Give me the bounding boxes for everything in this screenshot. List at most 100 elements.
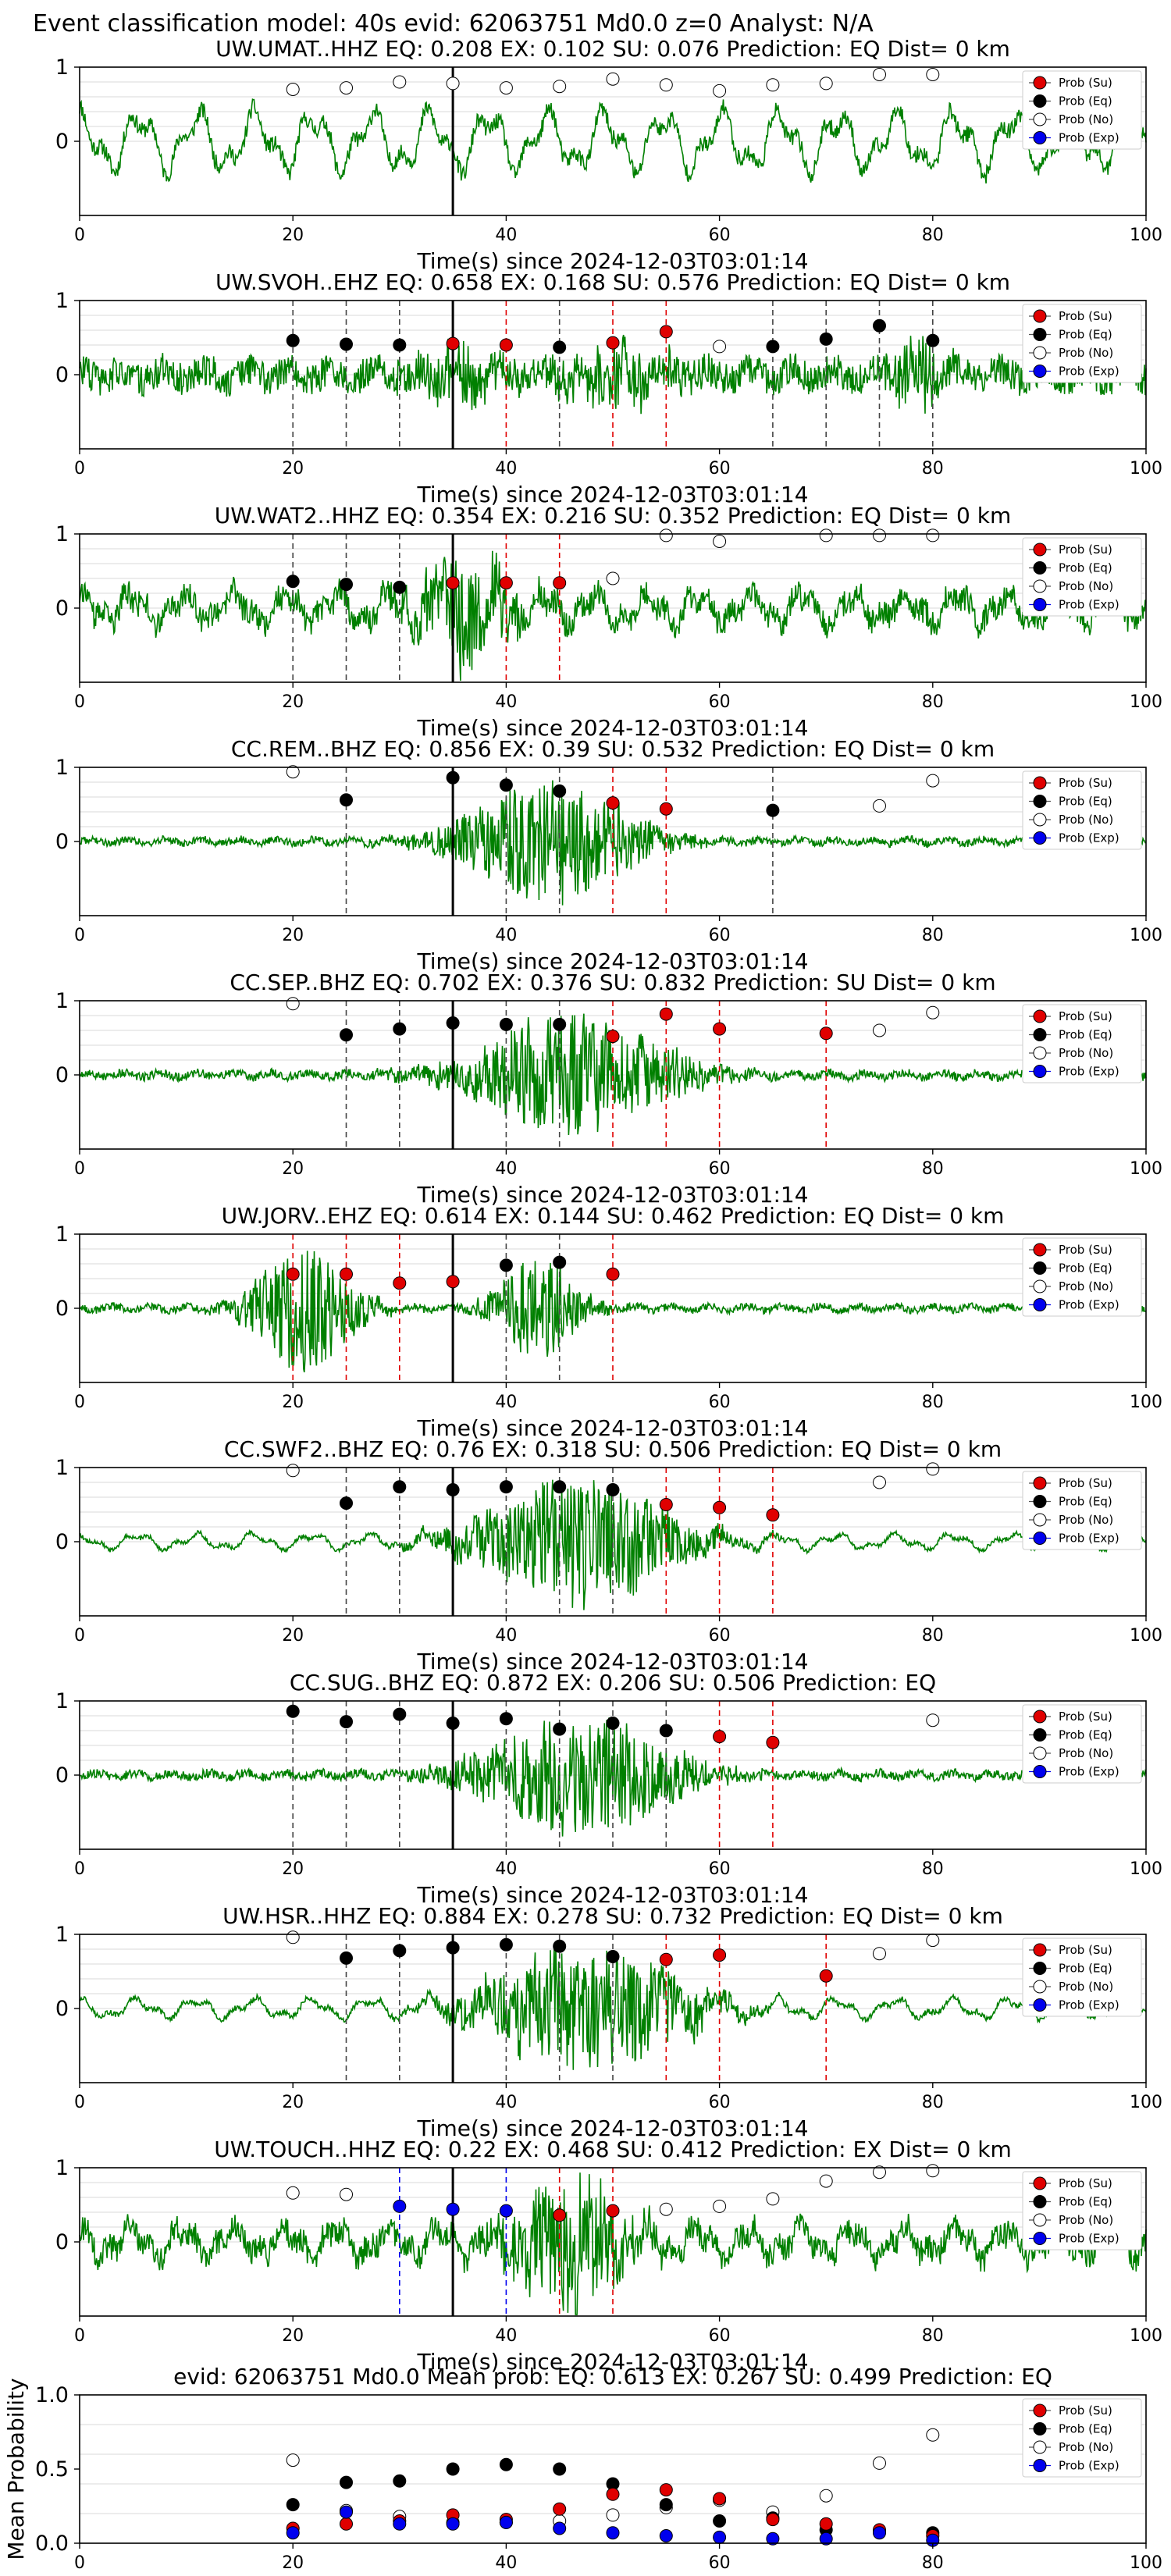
prob-point-eq (819, 332, 833, 346)
prob-point-eq (393, 1480, 407, 1494)
y-tick-label: 1 (55, 1923, 69, 1947)
x-tick-label: 40 (495, 926, 517, 945)
prob-point-no (659, 528, 673, 543)
legend-label-eq: Prob (Eq) (1059, 1495, 1112, 1509)
x-tick-label: 100 (1130, 1393, 1162, 1412)
legend-box (1022, 1704, 1142, 1784)
prob-point-su (286, 1267, 300, 1281)
legend-label-exp: Prob (Exp) (1059, 2459, 1119, 2473)
y-tick-label: 0 (55, 1763, 69, 1788)
x-tick-label: 80 (922, 2553, 944, 2573)
legend-box (1022, 1004, 1142, 1083)
legend-label-no: Prob (No) (1059, 2213, 1113, 2227)
legend-marker-exp (1033, 598, 1047, 611)
prob-point-exp (499, 2204, 513, 2218)
x-tick-label: 0 (74, 1626, 85, 1646)
prob-point-no (659, 78, 673, 92)
legend-box (1022, 537, 1142, 617)
prob-point-su (606, 336, 620, 350)
mean-point-exp (713, 2530, 727, 2544)
legend: Prob (Su) Prob (Eq) Prob (No) Prob (Exp) (1022, 2171, 1142, 2250)
legend-label-su: Prob (Su) (1059, 1009, 1112, 1023)
x-tick-label: 40 (495, 226, 517, 245)
prob-point-no (286, 1464, 300, 1478)
prob-point-eq (553, 784, 567, 798)
legend-label-exp: Prob (Exp) (1059, 365, 1119, 379)
prob-point-no (873, 1947, 886, 1961)
y-tick-label: 1 (55, 1456, 69, 1480)
x-axis-label: Time(s) since 2024-12-03T03:01:14 (416, 715, 808, 741)
x-tick-label: 80 (922, 1159, 944, 1179)
legend-label-no: Prob (No) (1059, 1046, 1113, 1060)
legend-marker-eq (1033, 1028, 1047, 1041)
legend-label-eq: Prob (Eq) (1059, 795, 1112, 809)
x-tick-label: 20 (282, 226, 304, 245)
prob-point-no (926, 2164, 940, 2178)
legend-label-su: Prob (Su) (1059, 543, 1112, 557)
y-tick-label: 0 (55, 130, 69, 154)
prob-point-no (606, 571, 620, 585)
x-tick-label: 40 (495, 2553, 517, 2573)
mean-point-no (819, 2489, 833, 2503)
prob-point-no (286, 1930, 300, 1944)
x-tick-label: 20 (282, 2093, 304, 2112)
legend-marker-no (1033, 1279, 1047, 1293)
prob-point-eq (286, 333, 300, 347)
prob-point-eq (873, 318, 886, 333)
legend: Prob (Su) Prob (Eq) Prob (No) Prob (Exp) (1022, 70, 1142, 150)
mean-point-exp (499, 2515, 513, 2529)
panel-title: UW.TOUCH..HHZ EQ: 0.22 EX: 0.468 SU: 0.4… (214, 2137, 1012, 2162)
prob-point-su (446, 1275, 460, 1289)
legend-label-eq: Prob (Eq) (1059, 1962, 1112, 1976)
y-tick-label: 1 (55, 55, 69, 80)
legend-box (1022, 1937, 1142, 2017)
prob-point-su (819, 1026, 833, 1041)
legend-marker-eq (1033, 2422, 1047, 2435)
legend-marker-no (1033, 1980, 1047, 1994)
y-tick-label: 1.0 (35, 2383, 69, 2407)
prob-point-exp (393, 2199, 407, 2213)
waveform-trace (80, 1943, 1147, 2070)
mean-point-eq (553, 2462, 567, 2476)
prob-point-eq (606, 1950, 620, 1963)
prob-point-eq (553, 1255, 567, 1269)
prob-point-no (393, 75, 407, 89)
legend-box (1022, 770, 1142, 850)
legend-box (1022, 70, 1142, 150)
prob-point-su (606, 1267, 620, 1281)
legend-marker-eq (1033, 328, 1047, 341)
x-tick-label: 100 (1130, 1159, 1162, 1179)
prob-point-eq (446, 1941, 460, 1955)
prob-point-eq (553, 1480, 567, 1494)
prob-point-su (499, 576, 513, 590)
x-tick-label: 80 (922, 692, 944, 712)
legend-label-exp: Prob (Exp) (1059, 1532, 1119, 1546)
prob-point-no (713, 84, 727, 98)
prob-point-no (340, 81, 353, 95)
panel-4: CC.SEP..BHZ EQ: 0.702 EX: 0.376 SU: 0.83… (55, 970, 1162, 1208)
y-tick-label: 0 (55, 363, 69, 387)
legend-marker-no (1033, 813, 1047, 827)
x-tick-label: 20 (282, 926, 304, 945)
prob-point-eq (393, 1707, 407, 1721)
x-tick-label: 20 (282, 1859, 304, 1879)
prob-point-su (553, 2208, 567, 2222)
legend-label-su: Prob (Su) (1059, 76, 1112, 90)
panel-9: UW.TOUCH..HHZ EQ: 0.22 EX: 0.468 SU: 0.4… (55, 2137, 1162, 2375)
prob-point-no (659, 2202, 673, 2216)
x-tick-label: 20 (282, 459, 304, 479)
mean-point-exp (446, 2517, 460, 2531)
x-tick-label: 80 (922, 2093, 944, 2112)
legend-marker-no (1033, 1746, 1047, 1760)
y-tick-label: 1 (55, 2156, 69, 2180)
panel-title: UW.SVOH..EHZ EQ: 0.658 EX: 0.168 SU: 0.5… (215, 269, 1010, 295)
prob-point-no (819, 2174, 833, 2188)
x-tick-label: 0 (74, 2093, 85, 2112)
prob-point-no (873, 68, 886, 81)
legend-label-exp: Prob (Exp) (1059, 1065, 1119, 1079)
prob-point-no (766, 78, 780, 92)
legend-marker-exp (1033, 831, 1047, 845)
panel-7: CC.SUG..BHZ EQ: 0.872 EX: 0.206 SU: 0.50… (55, 1670, 1162, 1908)
waveform-trace (79, 550, 1147, 681)
legend-label-su: Prob (Su) (1059, 776, 1112, 790)
